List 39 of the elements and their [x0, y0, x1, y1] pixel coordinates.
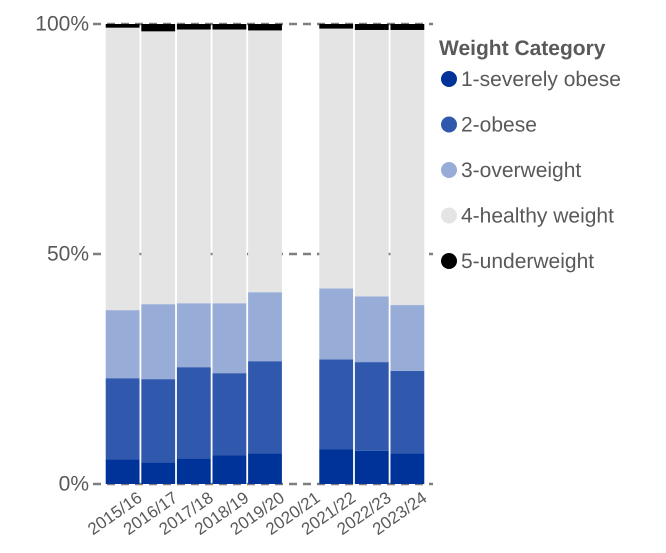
legend-label: 4-healthy weight	[461, 204, 614, 228]
bar	[106, 459, 140, 484]
bar	[354, 24, 389, 30]
bar	[319, 359, 354, 450]
bar	[390, 305, 424, 371]
bar	[176, 367, 211, 458]
legend-label: 5-underweight	[461, 250, 594, 273]
bar	[141, 304, 176, 380]
y-tick-label: 0%	[58, 472, 89, 496]
bar	[319, 24, 354, 29]
bar	[176, 458, 211, 484]
bar	[141, 462, 176, 484]
legend-label: 3-overweight	[461, 159, 582, 182]
bar	[319, 450, 354, 484]
bar	[354, 30, 389, 296]
y-tick-label: 100%	[35, 12, 89, 36]
bar	[390, 453, 424, 484]
bar	[141, 24, 176, 32]
legend-title: Weight Category	[439, 37, 606, 60]
bar	[106, 24, 140, 28]
legend-label: 1-severely obese	[461, 68, 621, 91]
bar	[354, 362, 389, 451]
legend-label: 2-obese	[461, 114, 537, 136]
bar	[176, 24, 211, 30]
bar	[354, 450, 389, 484]
bar	[319, 28, 354, 288]
bar	[319, 288, 354, 360]
bar	[390, 30, 424, 306]
bar	[141, 31, 176, 304]
y-tick-label: 50%	[46, 242, 89, 266]
bar	[106, 28, 140, 310]
bar	[390, 24, 424, 30]
bar	[106, 310, 140, 378]
bar	[354, 296, 389, 362]
bar	[141, 379, 176, 462]
bar	[176, 30, 211, 304]
bar	[176, 303, 211, 368]
bar	[390, 370, 424, 454]
bar	[106, 378, 140, 460]
